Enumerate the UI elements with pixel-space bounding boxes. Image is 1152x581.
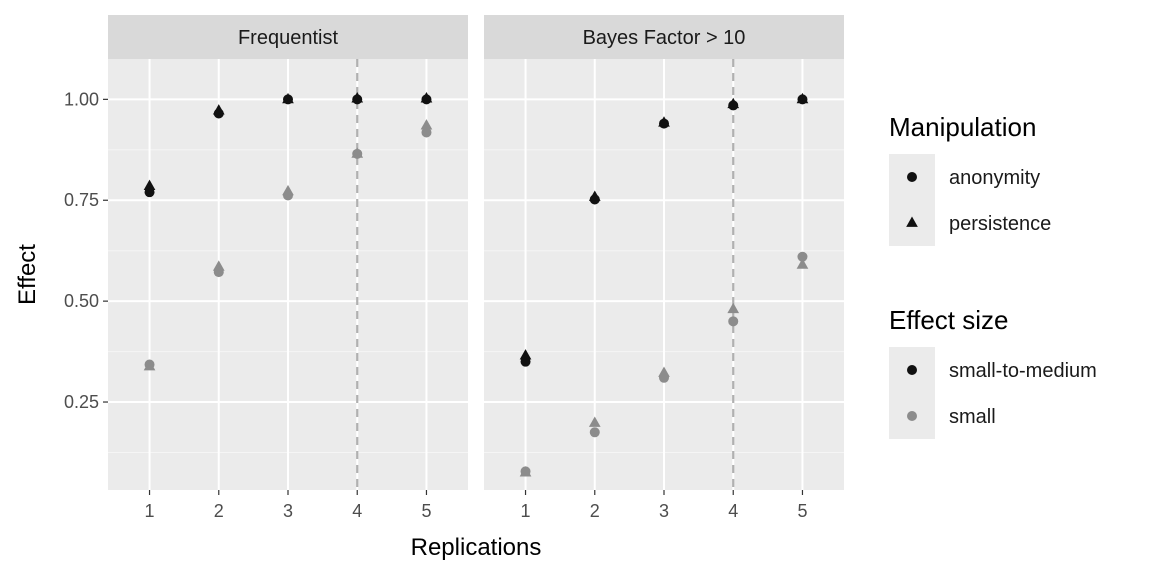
data-point (282, 184, 294, 196)
facet-title: Bayes Factor > 10 (583, 27, 746, 49)
y-tick-label: 0.75 (64, 190, 99, 210)
data-point (588, 190, 601, 201)
x-tick-label: 1 (521, 501, 531, 521)
data-point (658, 366, 670, 377)
data-point (420, 119, 433, 130)
data-point (658, 116, 670, 127)
data-point (282, 92, 294, 104)
data-point (351, 147, 364, 158)
data-point (588, 416, 601, 427)
x-tick-label: 3 (659, 501, 669, 521)
x-tick-label: 4 (352, 501, 362, 521)
y-tick-label: 0.50 (64, 291, 99, 311)
data-point (727, 97, 740, 109)
legend-marker (906, 216, 918, 227)
legend-label: small-to-medium (949, 360, 1097, 382)
facet-strip (108, 15, 468, 59)
legend-2: Effect size small-to-medium small (889, 305, 1097, 439)
facet-panel-2: Bayes Factor > 10 1 2 3 4 5 (484, 15, 844, 521)
x-tick-label: 5 (421, 501, 431, 521)
legend-label: anonymity (949, 167, 1040, 189)
data-point (212, 104, 225, 115)
data-point (796, 258, 809, 269)
facet-title: Frequentist (238, 27, 338, 49)
legend-1: Manipulation anonymity persistence (889, 112, 1051, 246)
legend-marker (907, 172, 917, 182)
x-tick-label: 5 (797, 501, 807, 521)
x-tick-label: 2 (590, 501, 600, 521)
y-axis-title: Effect (14, 244, 41, 305)
legend-title: Manipulation (889, 112, 1036, 142)
data-point (797, 251, 808, 262)
data-point (727, 302, 740, 314)
x-tick-label: 2 (214, 501, 224, 521)
data-point (728, 316, 739, 327)
data-point (796, 92, 809, 104)
legend-marker (907, 365, 917, 375)
data-point (351, 92, 364, 103)
y-tick-label: 0.25 (64, 392, 99, 412)
y-tick-label: 1.00 (64, 89, 99, 109)
data-point (143, 360, 156, 371)
legend-title: Effect size (889, 305, 1008, 335)
data-point (420, 92, 433, 103)
data-point (212, 260, 225, 271)
x-axis-title: Replications (411, 534, 542, 561)
legend-marker (907, 411, 917, 421)
data-point (519, 466, 532, 477)
data-point (519, 349, 532, 360)
x-tick-label: 4 (728, 501, 738, 521)
x-tick-label: 1 (145, 501, 155, 521)
data-point (421, 127, 432, 138)
x-tick-label: 3 (283, 501, 293, 521)
legend-label: small (949, 406, 996, 428)
facet-strip (484, 15, 844, 59)
data-point (589, 427, 600, 438)
legend-label: persistence (949, 213, 1051, 235)
facet-panel-1: Frequentist 1 2 3 4 5 (108, 15, 468, 521)
data-point (143, 179, 156, 191)
